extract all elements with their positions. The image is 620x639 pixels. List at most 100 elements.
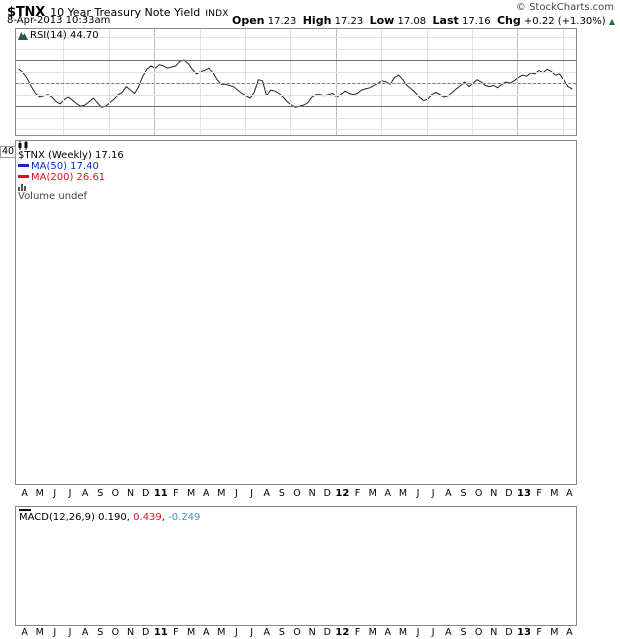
xaxis-tick: A	[445, 627, 452, 638]
xaxis-tick: J	[235, 627, 238, 638]
horizontal-gridline	[16, 37, 576, 38]
xaxis-tick: A	[445, 488, 452, 499]
xaxis-tick: J	[431, 488, 435, 499]
last-value: 17.16	[461, 16, 491, 27]
vertical-gridline	[200, 29, 201, 135]
xaxis-tick: A	[384, 627, 392, 638]
xaxis-tick: A	[81, 488, 89, 499]
candlestick-icon	[18, 141, 124, 150]
volume-legend-text: Volume undef	[18, 191, 88, 202]
xaxis-tick: N	[126, 488, 135, 499]
ma50-legend-text: MA(50) 17.40	[31, 161, 99, 172]
xaxis-tick: J	[68, 627, 72, 638]
xaxis-tick: F	[173, 488, 179, 499]
xaxis-tick: J	[250, 488, 253, 499]
xaxis-tick: D	[323, 627, 331, 638]
horizontal-gridline	[16, 129, 576, 130]
xaxis-tick: D	[141, 627, 150, 638]
symbol-exchange: INDX	[205, 9, 229, 19]
macd-plot	[16, 507, 576, 625]
price-legend-main-row: $TNX (Weekly) 17.16	[18, 141, 124, 161]
low-value: 17.08	[397, 16, 427, 27]
xaxis-tick: M	[550, 488, 559, 499]
vertical-gridline	[154, 29, 155, 135]
xaxis-tick: D	[323, 488, 331, 499]
ma200-legend-text: MA(200) 26.61	[31, 172, 106, 183]
xaxis-tick: M	[217, 488, 226, 499]
volume-legend-row: Volume undef	[18, 183, 124, 202]
xaxis-tick: O	[111, 627, 120, 638]
high-value: 17.23	[334, 16, 364, 27]
chart-header: $TNX 10 Year Treasury Note Yield INDX 8-…	[0, 0, 620, 27]
macd-legend-value: 0.190	[98, 512, 127, 523]
xaxis-tick: O	[474, 627, 483, 638]
xaxis-tick: M	[368, 627, 377, 638]
xaxis-tick: F	[536, 488, 542, 499]
rsi-reference-line	[16, 60, 576, 61]
vertical-gridline	[63, 29, 64, 135]
chg-value: +0.22 (+1.30%)	[523, 16, 606, 27]
xaxis-tick: 11	[153, 627, 168, 638]
macd-line-swatch	[19, 508, 200, 512]
vertical-gridline	[472, 29, 473, 135]
rsi-plot	[18, 59, 573, 108]
macd-panel: MACD(12,26,9) 0.190, 0.439, -0.249	[15, 506, 577, 626]
ma50-color-swatch	[18, 164, 29, 167]
xaxis-tick: O	[293, 488, 301, 499]
xaxis-tick: N	[490, 627, 498, 638]
xaxis-tick: J	[250, 627, 253, 638]
xaxis-tick: J	[53, 627, 57, 638]
xaxis-tick: 13	[517, 488, 531, 499]
xaxis-tick: O	[111, 488, 120, 499]
xaxis-tick: N	[490, 488, 498, 499]
vertical-gridline	[336, 29, 337, 135]
xaxis-tick: J	[416, 488, 420, 499]
xaxis-tick: S	[460, 627, 467, 638]
macd-legend: MACD(12,26,9) 0.190, 0.439, -0.249	[19, 508, 200, 523]
xaxis-tick: F	[354, 627, 361, 638]
rsi-midline	[16, 83, 576, 84]
open-value: 17.23	[267, 16, 297, 27]
xaxis-tick: N	[126, 627, 135, 638]
ma200-legend-row: MA(200) 26.61	[18, 172, 124, 183]
up-arrow-icon: ▲	[608, 17, 616, 26]
xaxis-tick: O	[293, 627, 301, 638]
ma50-legend-row: MA(50) 17.40	[18, 161, 124, 172]
xaxis-tick: O	[474, 488, 483, 499]
vertical-gridline	[563, 29, 564, 135]
xaxis-top: A M J J A S O N D 11 F M A M J J A S O N D 12 F M A M J J A S O N D 13 F M A	[15, 488, 577, 502]
xaxis-tick: A	[566, 627, 573, 638]
rsi-panel: RSI(14) 44.70	[15, 28, 577, 136]
stockcharts-brand: © StockCharts.com	[515, 2, 614, 13]
high-label: High	[302, 14, 332, 27]
symbol-ticker: $TNX	[7, 5, 46, 20]
price-legend: $TNX (Weekly) 17.16 MA(50) 17.40 MA(200)…	[18, 141, 124, 202]
horizontal-gridline	[16, 72, 576, 73]
xaxis-tick: A	[384, 488, 392, 499]
xaxis-tick: A	[81, 627, 89, 638]
xaxis-tick: D	[505, 488, 513, 499]
horizontal-gridline	[16, 118, 576, 119]
xaxis-tick: J	[416, 627, 420, 638]
price-left-edge-label: 40	[0, 146, 17, 158]
xaxis-tick: N	[308, 488, 316, 499]
xaxis-tick: A	[202, 488, 210, 499]
xaxis-tick: J	[53, 488, 57, 499]
horizontal-gridline	[16, 95, 576, 96]
xaxis-tick: M	[398, 627, 408, 638]
vertical-gridline	[517, 29, 518, 135]
xaxis-tick: 11	[153, 488, 168, 499]
xaxis-tick: S	[278, 488, 285, 499]
macd-legend-name: MACD(12,26,9)	[19, 512, 95, 523]
xaxis-tick: 12	[335, 627, 350, 638]
xaxis-tick: M	[186, 627, 196, 638]
xaxis-bottom: A M J J A S O N D 11 F M A M J J A S O N D 12 F M A M J J A S O N D 13 F M A	[15, 627, 577, 639]
vertical-gridline	[290, 29, 291, 135]
xaxis-tick: M	[550, 627, 559, 638]
xaxis-tick: M	[35, 488, 44, 499]
vertical-gridline	[109, 29, 110, 135]
xaxis-tick: A	[263, 488, 270, 499]
macd-histogram-value: -0.249	[168, 512, 201, 523]
horizontal-gridline	[16, 49, 576, 50]
